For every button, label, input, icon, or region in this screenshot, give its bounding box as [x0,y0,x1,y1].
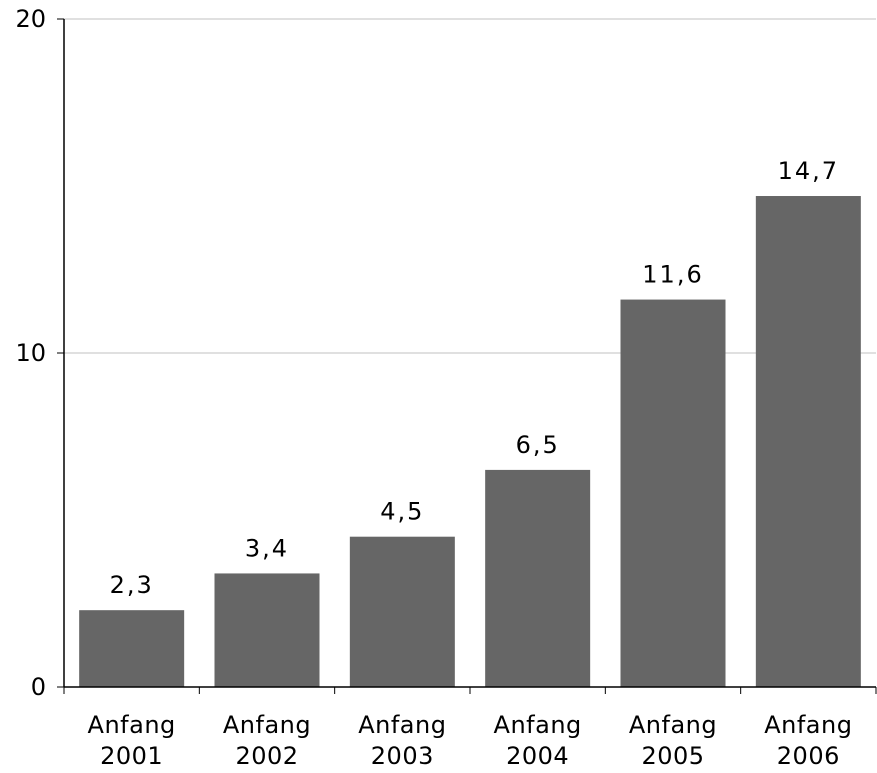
data-label: 3,4 [245,534,289,562]
labels: 0 10 20 2,3 Anfang 2001 3,4 Anfang 2002 4,5 Anfang… [15,5,852,770]
x-tick-label: Anfang 2003 [358,711,446,770]
data-label: 2,3 [110,571,154,599]
data-label: 6,5 [516,431,560,459]
bar-anfang-2005 [620,299,726,687]
bar-anfang-2001 [79,610,185,687]
x-tick-label: Anfang 2001 [88,711,176,770]
data-label: 11,6 [642,261,703,289]
bar-anfang-2003 [349,536,455,687]
bar-anfang-2004 [485,469,591,687]
y-tick-label: 20 [15,5,46,33]
x-tick-label: Anfang 2006 [764,711,852,770]
axes [57,18,877,694]
x-tick-label: Anfang 2005 [629,711,717,770]
bar-anfang-2006 [755,196,861,687]
bar-anfang-2002 [214,573,320,687]
data-label: 4,5 [380,498,424,526]
y-tick-label: 0 [31,673,46,701]
y-tick-label: 10 [15,339,46,367]
bars [79,196,861,687]
x-tick-label: Anfang 2002 [223,711,311,770]
data-label: 14,7 [778,157,839,185]
gridlines [64,18,876,354]
x-tick-label: Anfang 2004 [494,711,582,770]
